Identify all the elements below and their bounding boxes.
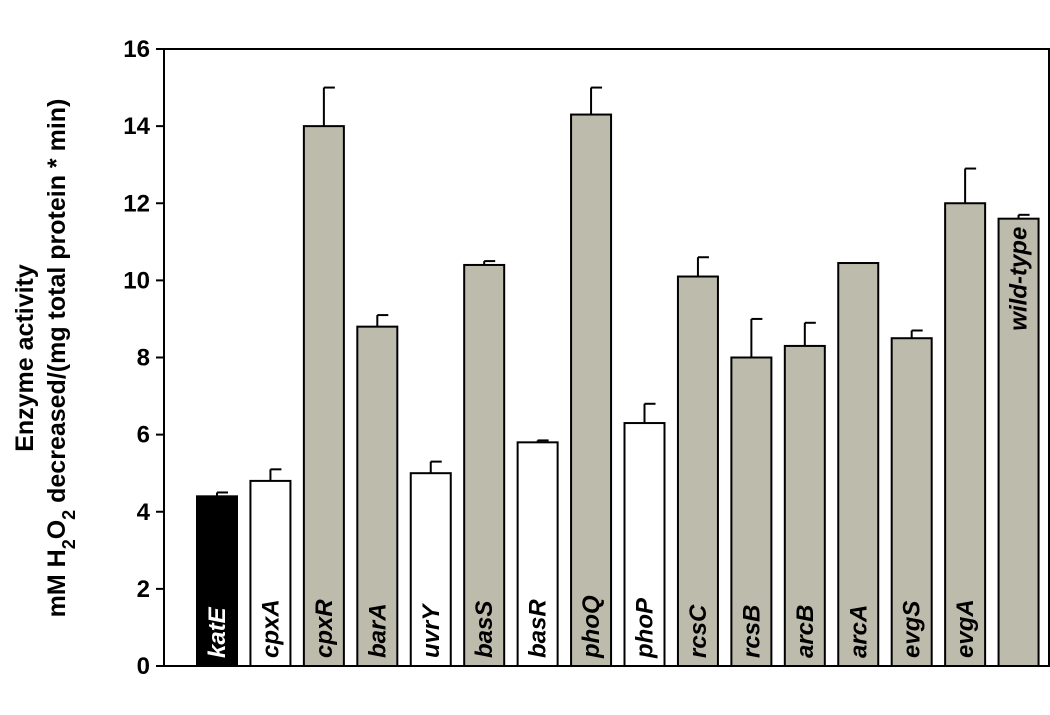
y-tick-label: 14 xyxy=(123,113,150,140)
y-tick-label: 4 xyxy=(137,499,151,526)
bar-phoP xyxy=(623,422,666,667)
bar-label-barA: barA xyxy=(364,603,391,658)
y-tick-label: 8 xyxy=(137,345,150,372)
bar-label-arcA: arcA xyxy=(845,605,872,658)
y-axis-label-line2: mM H2O2 decreased/(mg total protein * mi… xyxy=(43,99,79,618)
bar-label-rcsC: rcsC xyxy=(685,604,712,658)
bar-evgS xyxy=(890,337,933,667)
bar-label-basS: basS xyxy=(471,601,498,658)
plot-frame xyxy=(163,48,1050,667)
bar-label-cpxA: cpxA xyxy=(257,599,284,658)
bar-evgA xyxy=(944,202,987,667)
bar-label-rcsB: rcsB xyxy=(738,605,765,658)
y-axis-label-line1: Enzyme activity xyxy=(11,264,39,452)
bar-label-phoP: phoP xyxy=(632,597,659,659)
y-tick-label: 12 xyxy=(123,190,150,217)
y-axis-title: Enzyme activity mM H2O2 decreased/(mg to… xyxy=(11,99,79,618)
bar-label-cpxR: cpxR xyxy=(311,599,338,658)
bar-cpxR xyxy=(302,125,345,667)
bar-wild-type xyxy=(997,217,1040,668)
y-tick-label: 2 xyxy=(137,576,150,603)
bar-basS xyxy=(463,263,506,667)
bars: katE cpxA cpxR barA uvrY basS basR phoQ phoP rcsC… xyxy=(196,86,1040,668)
bar-label-arcB: arcB xyxy=(792,605,819,658)
bar-arcB xyxy=(783,344,826,667)
y-tick-label: 0 xyxy=(137,653,150,680)
bar-cpxA xyxy=(249,479,292,667)
bar-label-katE: katE xyxy=(204,606,231,658)
bar-label-evgA: evgA xyxy=(952,599,979,658)
bar-rcsB xyxy=(730,356,773,667)
bar-label-basR: basR xyxy=(525,599,552,658)
bar-label-uvrY: uvrY xyxy=(418,603,445,658)
y-tick-label: 6 xyxy=(137,422,150,449)
bar-phoQ xyxy=(570,113,613,667)
bar-label-phoQ: phoQ xyxy=(578,595,605,659)
bar-arcA xyxy=(837,262,880,667)
bar-barA xyxy=(356,325,399,667)
bar-label-wild-type: wild-type xyxy=(1006,227,1033,331)
y-tick-label: 16 xyxy=(123,36,150,63)
y-tick-label: 10 xyxy=(123,267,150,294)
bar-uvrY xyxy=(409,472,452,667)
bar-label-evgS: evgS xyxy=(899,601,926,658)
y-axis: 0 2 4 6 8 10 12 14 16 xyxy=(123,36,164,680)
